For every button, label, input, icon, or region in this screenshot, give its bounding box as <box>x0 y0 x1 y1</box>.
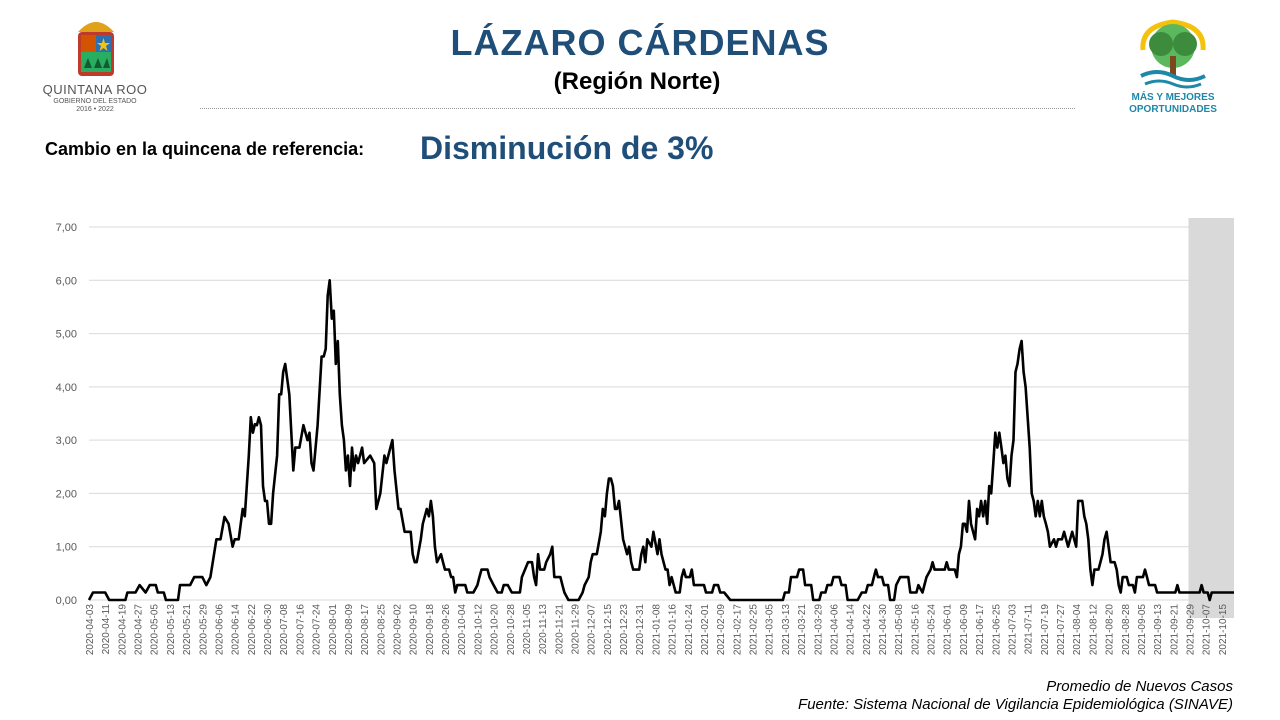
left-logo-years: 2016 • 2022 <box>76 106 114 113</box>
tree-icon <box>1140 19 1206 89</box>
x-tick-label: 2021-08-12 <box>1088 604 1099 656</box>
x-tick-label: 2021-07-27 <box>1056 604 1067 656</box>
x-tick-label: 2021-07-11 <box>1024 604 1035 655</box>
x-tick-label: 2020-10-12 <box>473 604 484 656</box>
x-tick-label: 2020-07-08 <box>279 604 290 656</box>
x-tick-label: 2020-07-16 <box>295 604 306 656</box>
page-title: LÁZARO CÁRDENAS <box>450 22 830 63</box>
x-tick-label: 2020-12-23 <box>619 604 630 656</box>
x-tick-label: 2020-12-15 <box>603 604 614 656</box>
x-tick-label: 2021-10-07 <box>1202 604 1213 656</box>
x-tick-label: 2021-09-29 <box>1185 604 1196 656</box>
x-tick-label: 2020-10-28 <box>506 604 517 656</box>
x-tick-label: 2020-05-21 <box>182 604 193 656</box>
header-divider <box>200 108 1075 109</box>
x-tick-label: 2021-01-16 <box>668 604 679 656</box>
x-tick-label: 2021-01-24 <box>684 604 695 656</box>
left-logo-name: QUINTANA ROO <box>42 82 148 97</box>
x-tick-label: 2020-09-26 <box>441 604 452 656</box>
x-tick-label: 2020-05-05 <box>150 604 161 656</box>
y-tick-label: 3,00 <box>56 435 77 447</box>
y-tick-label: 5,00 <box>56 329 77 341</box>
x-tick-label: 2021-05-24 <box>927 604 938 656</box>
series-line <box>87 279 1234 602</box>
x-tick-label: 2021-05-16 <box>910 604 921 656</box>
x-tick-label: 2021-03-05 <box>765 604 776 656</box>
x-tick-label: 2021-03-21 <box>797 604 808 656</box>
x-tick-label: 2020-07-24 <box>312 604 323 656</box>
quintana-roo-logo: QUINTANA ROO GOBIERNO DEL ESTADO 2016 • … <box>40 18 150 113</box>
x-tick-label: 2021-04-06 <box>829 604 840 656</box>
x-tick-label: 2020-11-21 <box>554 604 565 655</box>
x-tick-label: 2020-08-25 <box>376 604 387 656</box>
x-tick-label: 2020-11-05 <box>522 604 533 655</box>
x-tick-label: 2021-05-08 <box>894 604 905 656</box>
x-tick-label: 2020-05-13 <box>166 604 177 656</box>
x-tick-label: 2021-04-22 <box>862 604 873 656</box>
x-tick-label: 2021-06-01 <box>943 604 954 656</box>
mas-oportunidades-logo: MÁS Y MEJORES OPORTUNIDADES <box>1118 18 1228 118</box>
x-tick-label: 2021-07-19 <box>1040 604 1051 656</box>
state-seal-icon <box>78 22 114 76</box>
x-tick-label: 2021-09-05 <box>1137 604 1148 656</box>
x-tick-label: 2020-06-22 <box>247 604 258 656</box>
x-tick-label: 2021-02-25 <box>749 604 760 656</box>
page-subtitle: (Región Norte) <box>553 68 721 95</box>
x-tick-label: 2020-06-30 <box>263 604 274 656</box>
x-tick-label: 2021-10-15 <box>1218 604 1229 656</box>
x-tick-label: 2020-08-17 <box>360 604 371 656</box>
x-tick-label: 2021-01-08 <box>651 604 662 656</box>
x-tick-label: 2020-12-31 <box>635 604 646 656</box>
right-logo-line-2: OPORTUNIDADES <box>1129 104 1217 115</box>
x-tick-label: 2021-08-28 <box>1121 604 1132 656</box>
x-tick-label: 2020-10-04 <box>457 604 468 656</box>
x-tick-label: 2021-03-29 <box>813 604 824 656</box>
x-tick-label: 2021-08-20 <box>1105 604 1116 656</box>
x-tick-label: 2020-04-19 <box>117 604 128 656</box>
chart-note: Promedio de Nuevos Casos <box>1046 678 1233 695</box>
x-tick-label: 2021-09-21 <box>1169 604 1180 656</box>
y-tick-label: 0,00 <box>56 595 77 607</box>
data-source: Fuente: Sistema Nacional de Vigilancia E… <box>798 696 1233 713</box>
shaded-region <box>1188 218 1234 618</box>
x-tick-label: 2021-02-17 <box>732 604 743 656</box>
x-tick-label: 2021-02-01 <box>700 604 711 656</box>
x-tick-label: 2021-04-14 <box>846 604 857 656</box>
x-tick-label: 2020-04-03 <box>85 604 96 656</box>
x-tick-label: 2021-06-25 <box>991 604 1002 656</box>
x-tick-label: 2021-04-30 <box>878 604 889 656</box>
x-tick-label: 2020-08-09 <box>344 604 355 656</box>
x-tick-label: 2021-08-04 <box>1072 604 1083 656</box>
x-tick-label: 2020-11-13 <box>538 604 549 655</box>
x-tick-label: 2020-05-29 <box>198 604 209 656</box>
right-logo-line-1: MÁS Y MEJORES <box>1131 92 1215 103</box>
left-logo-subtitle: GOBIERNO DEL ESTADO <box>53 98 137 105</box>
x-tick-label: 2020-10-20 <box>490 604 501 656</box>
line-chart: 0,00 1,00 2,00 3,00 4,00 5,00 6,00 7,00 2020-04-… <box>56 218 1234 656</box>
x-tick-label: 2021-02-09 <box>716 604 727 656</box>
x-tick-label: 2021-07-03 <box>1007 604 1018 656</box>
x-tick-label: 2020-09-18 <box>425 604 436 656</box>
x-tick-label: 2021-09-13 <box>1153 604 1164 656</box>
y-tick-label: 7,00 <box>56 222 77 234</box>
x-tick-label: 2020-06-14 <box>231 604 242 656</box>
x-tick-label: 2021-03-13 <box>781 604 792 656</box>
y-tick-label: 4,00 <box>56 382 77 394</box>
x-tick-label: 2020-12-07 <box>587 604 598 656</box>
change-label: Cambio en la quincena de referencia: <box>45 139 365 159</box>
y-tick-label: 2,00 <box>56 488 77 500</box>
y-tick-label: 6,00 <box>56 275 77 287</box>
x-tick-label: 2020-06-06 <box>214 604 225 656</box>
x-tick-label: 2020-11-29 <box>571 604 582 655</box>
change-value: Disminución de 3% <box>420 130 714 166</box>
x-tick-label: 2021-06-09 <box>959 604 970 656</box>
x-tick-label: 2020-09-02 <box>392 604 403 656</box>
x-tick-label: 2020-04-11 <box>101 604 112 655</box>
x-tick-label: 2020-09-10 <box>409 604 420 656</box>
x-tick-label: 2021-06-17 <box>975 604 986 656</box>
x-tick-label: 2020-04-27 <box>134 604 145 656</box>
y-tick-label: 1,00 <box>56 542 77 554</box>
x-tick-label: 2020-08-01 <box>328 604 339 656</box>
